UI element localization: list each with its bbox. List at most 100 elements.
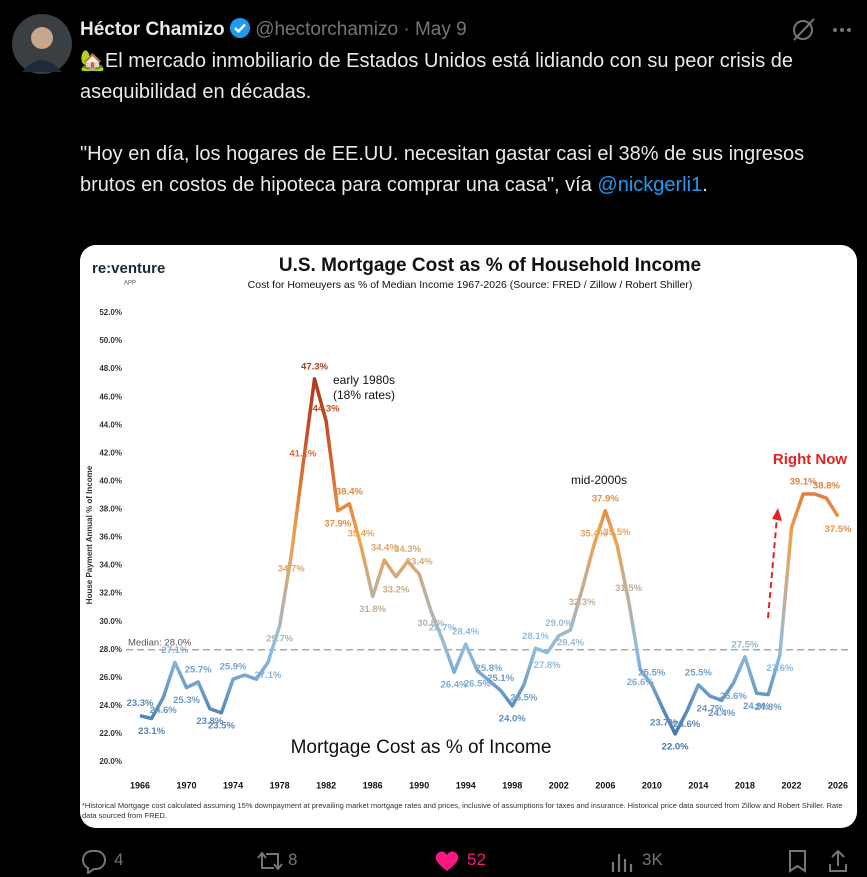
footnote: *Historical Mortgage cost calculated ass… [82, 801, 843, 820]
mention[interactable]: @nickgerli1 [597, 174, 703, 196]
data-label: 35.5% [603, 527, 630, 538]
reply-count[interactable]: 4 [114, 850, 124, 869]
y-tick-label: 22.0% [99, 729, 122, 738]
data-label: 38.4% [336, 486, 363, 497]
y-tick-label: 48.0% [99, 364, 122, 373]
y-tick-label: 52.0% [99, 308, 122, 317]
tweet-header: Héctor Chamizo @hectorchamizo · May 9 [80, 18, 467, 41]
data-label: 27.6% [766, 663, 793, 674]
data-label: 24.6% [150, 705, 177, 716]
x-tick-label: 2002 [549, 780, 569, 790]
data-label: 25.6% [720, 691, 747, 702]
verified-badge [229, 18, 250, 38]
bookmark-share-icons[interactable] [786, 848, 856, 874]
data-label: 37.9% [324, 518, 351, 529]
data-label: 25.9% [220, 662, 247, 673]
data-label: 34.3% [394, 544, 421, 555]
y-tick-label: 42.0% [99, 448, 122, 457]
reply-icon[interactable] [80, 848, 110, 874]
data-label: 33.4% [406, 556, 433, 567]
data-label: 24.0% [499, 713, 526, 724]
data-label: 24.7% [697, 704, 724, 715]
data-label: 26.6% [627, 677, 654, 688]
author[interactable]: Héctor Chamizo [80, 19, 225, 40]
data-label: 27.1% [254, 670, 281, 681]
data-label: 25.5% [685, 667, 712, 678]
data-label: 37.9% [592, 493, 619, 504]
y-tick-label: 50.0% [99, 336, 122, 345]
data-label: 23.8% [196, 716, 223, 727]
data-label: 30.8% [417, 618, 444, 629]
x-tick-label: 1990 [409, 780, 429, 790]
repost-icon[interactable] [256, 848, 286, 874]
y-tick-label: 24.0% [99, 701, 122, 710]
media-card[interactable]: re:venture APP U.S. Mortgage Cost as % o… [80, 245, 857, 828]
repost-count[interactable]: 8 [288, 850, 298, 869]
data-label: 28.7% [429, 622, 456, 633]
x-tick-label: 1994 [456, 780, 476, 790]
x-tick-label: 1970 [177, 780, 197, 790]
data-label: 31.8% [359, 604, 386, 615]
tweet-text: 🏡El mercado inmobiliario de Estados Unid… [80, 46, 840, 232]
separator: · [403, 19, 410, 40]
median-label: Median: 28.0% [128, 637, 192, 648]
data-label: 23.5% [208, 720, 235, 731]
y-tick-label: 46.0% [99, 392, 122, 401]
y-tick-label: 28.0% [99, 645, 122, 654]
chart-subtitle: Cost for Homeuyers as % of Median Income… [248, 279, 693, 291]
date[interactable]: May 9 [414, 19, 467, 40]
data-label: 33.2% [382, 584, 409, 595]
y-axis-label: House Payment Annual % of Income [85, 465, 94, 604]
x-tick-label: 2006 [595, 780, 615, 790]
y-tick-label: 44.0% [99, 420, 122, 429]
annotation: early 1980s [333, 373, 395, 387]
avatar[interactable] [12, 14, 72, 74]
y-tick-label: 40.0% [99, 476, 122, 485]
views-count[interactable]: 3K [642, 850, 663, 869]
data-label: 28.1% [522, 631, 549, 642]
data-label: 39.1% [790, 477, 817, 488]
like-count[interactable]: 52 [467, 850, 486, 869]
data-label: 44.3% [313, 404, 340, 415]
views-icon[interactable] [610, 850, 636, 874]
footnote-box: *Historical Mortgage cost calculated ass… [82, 801, 843, 820]
data-label: 35.4% [580, 528, 607, 539]
text: "Hoy en día, los hogares de EE.UU. neces… [80, 143, 805, 196]
data-label: 34.4% [371, 542, 398, 553]
data-label: 25.5% [510, 692, 537, 703]
paragraph: "Hoy en día, los hogares de EE.UU. neces… [80, 139, 840, 201]
header-icons[interactable] [790, 16, 860, 44]
data-label: 25.8% [476, 663, 503, 674]
x-tick-label: 1966 [130, 780, 150, 790]
arrow-head [772, 508, 782, 521]
x-tick-label: 2018 [735, 780, 755, 790]
data-label: 23.3% [127, 698, 154, 709]
data-line [139, 377, 840, 736]
data-label: 41.1% [289, 448, 316, 459]
annotation: Right Now [773, 451, 847, 468]
data-label: 34.7% [278, 563, 305, 574]
data-label: 27.1% [161, 645, 188, 656]
paragraph: 🏡El mercado inmobiliario de Estados Unid… [80, 50, 794, 103]
annotation: mid-2000s [571, 473, 627, 487]
legend-label: Mortgage Cost as % of Income [291, 737, 552, 758]
data-label: 29.7% [266, 633, 293, 644]
arrow [767, 516, 778, 619]
y-tick-label: 30.0% [99, 617, 122, 626]
data-label: 29.0% [545, 618, 572, 629]
data-label: 25.3% [173, 695, 200, 706]
data-label: 32.3% [569, 597, 596, 608]
data-label: 24.9% [743, 701, 770, 712]
data-label: 24.4% [708, 708, 735, 719]
like-icon[interactable] [434, 849, 462, 873]
x-tick-label: 1986 [363, 780, 383, 790]
data-label: 25.5% [638, 667, 665, 678]
annotation: (18% rates) [333, 388, 395, 402]
y-tick-label: 20.0% [99, 757, 122, 766]
x-tick-label: 1978 [270, 780, 290, 790]
handle[interactable]: @hectorchamizo [255, 19, 399, 40]
data-label: 37.5% [825, 524, 852, 535]
data-label: 24.8% [755, 702, 782, 713]
data-label: 27.5% [731, 639, 758, 650]
logo-sub: APP [124, 281, 136, 287]
